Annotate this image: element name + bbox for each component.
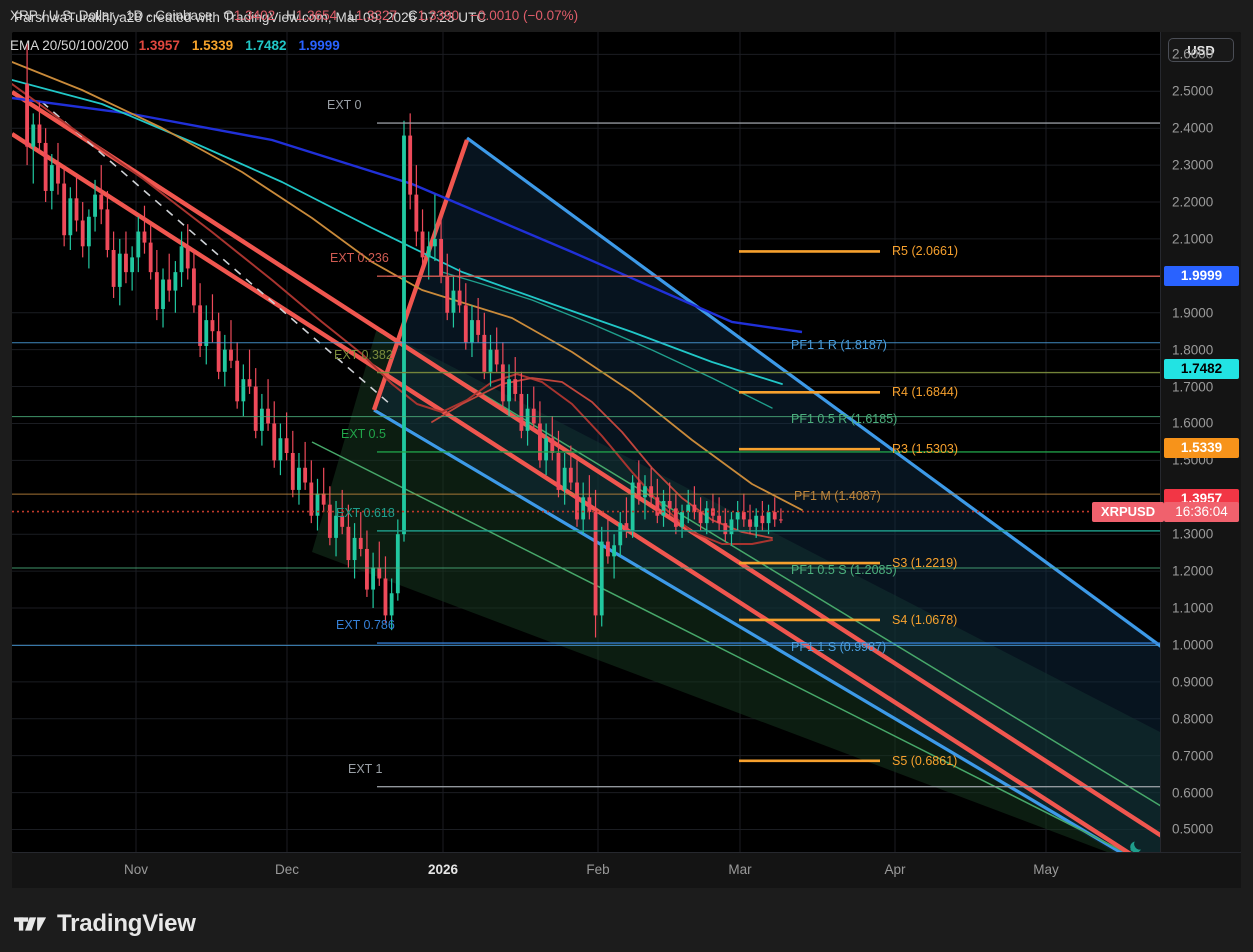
fib-label: EXT 0.786 (336, 618, 395, 633)
moon-icon (1129, 841, 1141, 852)
price-tick: 0.7000 (1172, 748, 1214, 764)
pivot-label: PF1 1 R (1.8187) (791, 337, 887, 352)
price-tick: 1.2000 (1172, 563, 1214, 579)
countdown-label: 16:36:04 (1164, 501, 1239, 522)
price-tick: 1.7000 (1172, 379, 1214, 395)
price-tick: 2.2000 (1172, 194, 1214, 210)
brand-name: TradingView (57, 910, 196, 937)
fib-label: EXT 0.618 (336, 505, 395, 520)
price-tick: 1.6000 (1172, 415, 1214, 431)
fib-label: EXT 0.236 (330, 251, 389, 266)
pivot-label: PF1 1 S (0.9987) (791, 640, 887, 655)
price-tick: 2.1000 (1172, 231, 1214, 247)
chart-overlay-svg (12, 32, 1160, 852)
pivot-label: PF1 0.5 S (1.2085) (791, 562, 897, 577)
price-tick: 2.4000 (1172, 120, 1214, 136)
time-tick: Feb (586, 862, 610, 877)
fib-label: EXT 1 (348, 761, 383, 776)
price-tick: 1.8000 (1172, 342, 1214, 358)
price-tick: 1.3000 (1172, 526, 1214, 542)
price-tick: 2.6000 (1172, 46, 1214, 62)
pivot-label: PF1 M (1.4087) (794, 489, 881, 504)
time-tick: Mar (728, 862, 752, 877)
price-tick: 0.5000 (1172, 821, 1214, 837)
pivot-label: R3 (1.5303) (892, 442, 959, 457)
ema50-label: 1.5339 (1164, 437, 1239, 458)
chart-frame: EXT 0 EXT 0.236 EXT 0.382 EXT 0.5 EXT 0.618 E… (12, 32, 1241, 852)
symbol-price-tag: XRPUSD (1092, 501, 1164, 522)
tradingview-logo-icon (14, 917, 47, 931)
price-scale[interactable]: USD 2.6000 2.5000 2.4000 2.3000 2.2000 2.1000… (1160, 32, 1241, 852)
pivot-label: S4 (1.0678) (892, 612, 958, 627)
candlestick-series (25, 43, 783, 638)
watermark-header: ParshwaTurakhiya28 created with TradingV… (0, 0, 1253, 34)
ema100-label: 1.7482 (1164, 358, 1239, 379)
ema200-label: 1.9999 (1164, 265, 1239, 286)
watermark-text: ParshwaTurakhiya28 created with TradingV… (14, 9, 487, 25)
price-tick: 1.0000 (1172, 637, 1214, 653)
pivot-label: S5 (0.6861) (892, 753, 958, 768)
time-tick: May (1033, 862, 1059, 877)
price-tick: 0.6000 (1172, 785, 1214, 801)
price-tick: 0.9000 (1172, 674, 1214, 690)
price-tick: 1.9000 (1172, 305, 1214, 321)
price-tick: 0.8000 (1172, 711, 1214, 727)
level-lines (12, 122, 1160, 788)
pivot-label: S3 (1.2219) (892, 556, 958, 571)
time-tick: 2026 (427, 862, 459, 877)
time-tick: Dec (274, 862, 300, 877)
currency-badge[interactable]: USD (1168, 38, 1234, 62)
pivot-label: R5 (2.0661) (892, 244, 959, 259)
footer-branding: TradingView (0, 896, 1253, 952)
fib-label: EXT 0.5 (341, 426, 386, 441)
drawing-shapes (12, 90, 1160, 852)
price-tick: 2.3000 (1172, 157, 1214, 173)
pivot-label: R4 (1.6844) (892, 385, 959, 400)
pivot-label: PF1 0.5 R (1.6185) (791, 411, 898, 426)
price-tick: 2.5000 (1172, 83, 1214, 99)
time-scale[interactable]: Nov Dec 2026 Feb Mar Apr May (12, 852, 1241, 888)
fib-label: EXT 0 (327, 98, 362, 113)
chart-plot-area[interactable]: EXT 0 EXT 0.236 EXT 0.382 EXT 0.5 EXT 0.618 E… (12, 32, 1160, 852)
price-tick: 1.1000 (1172, 600, 1214, 616)
time-tick: Apr (884, 862, 906, 877)
fib-label: EXT 0.382 (334, 347, 393, 362)
time-tick: Nov (123, 862, 149, 877)
